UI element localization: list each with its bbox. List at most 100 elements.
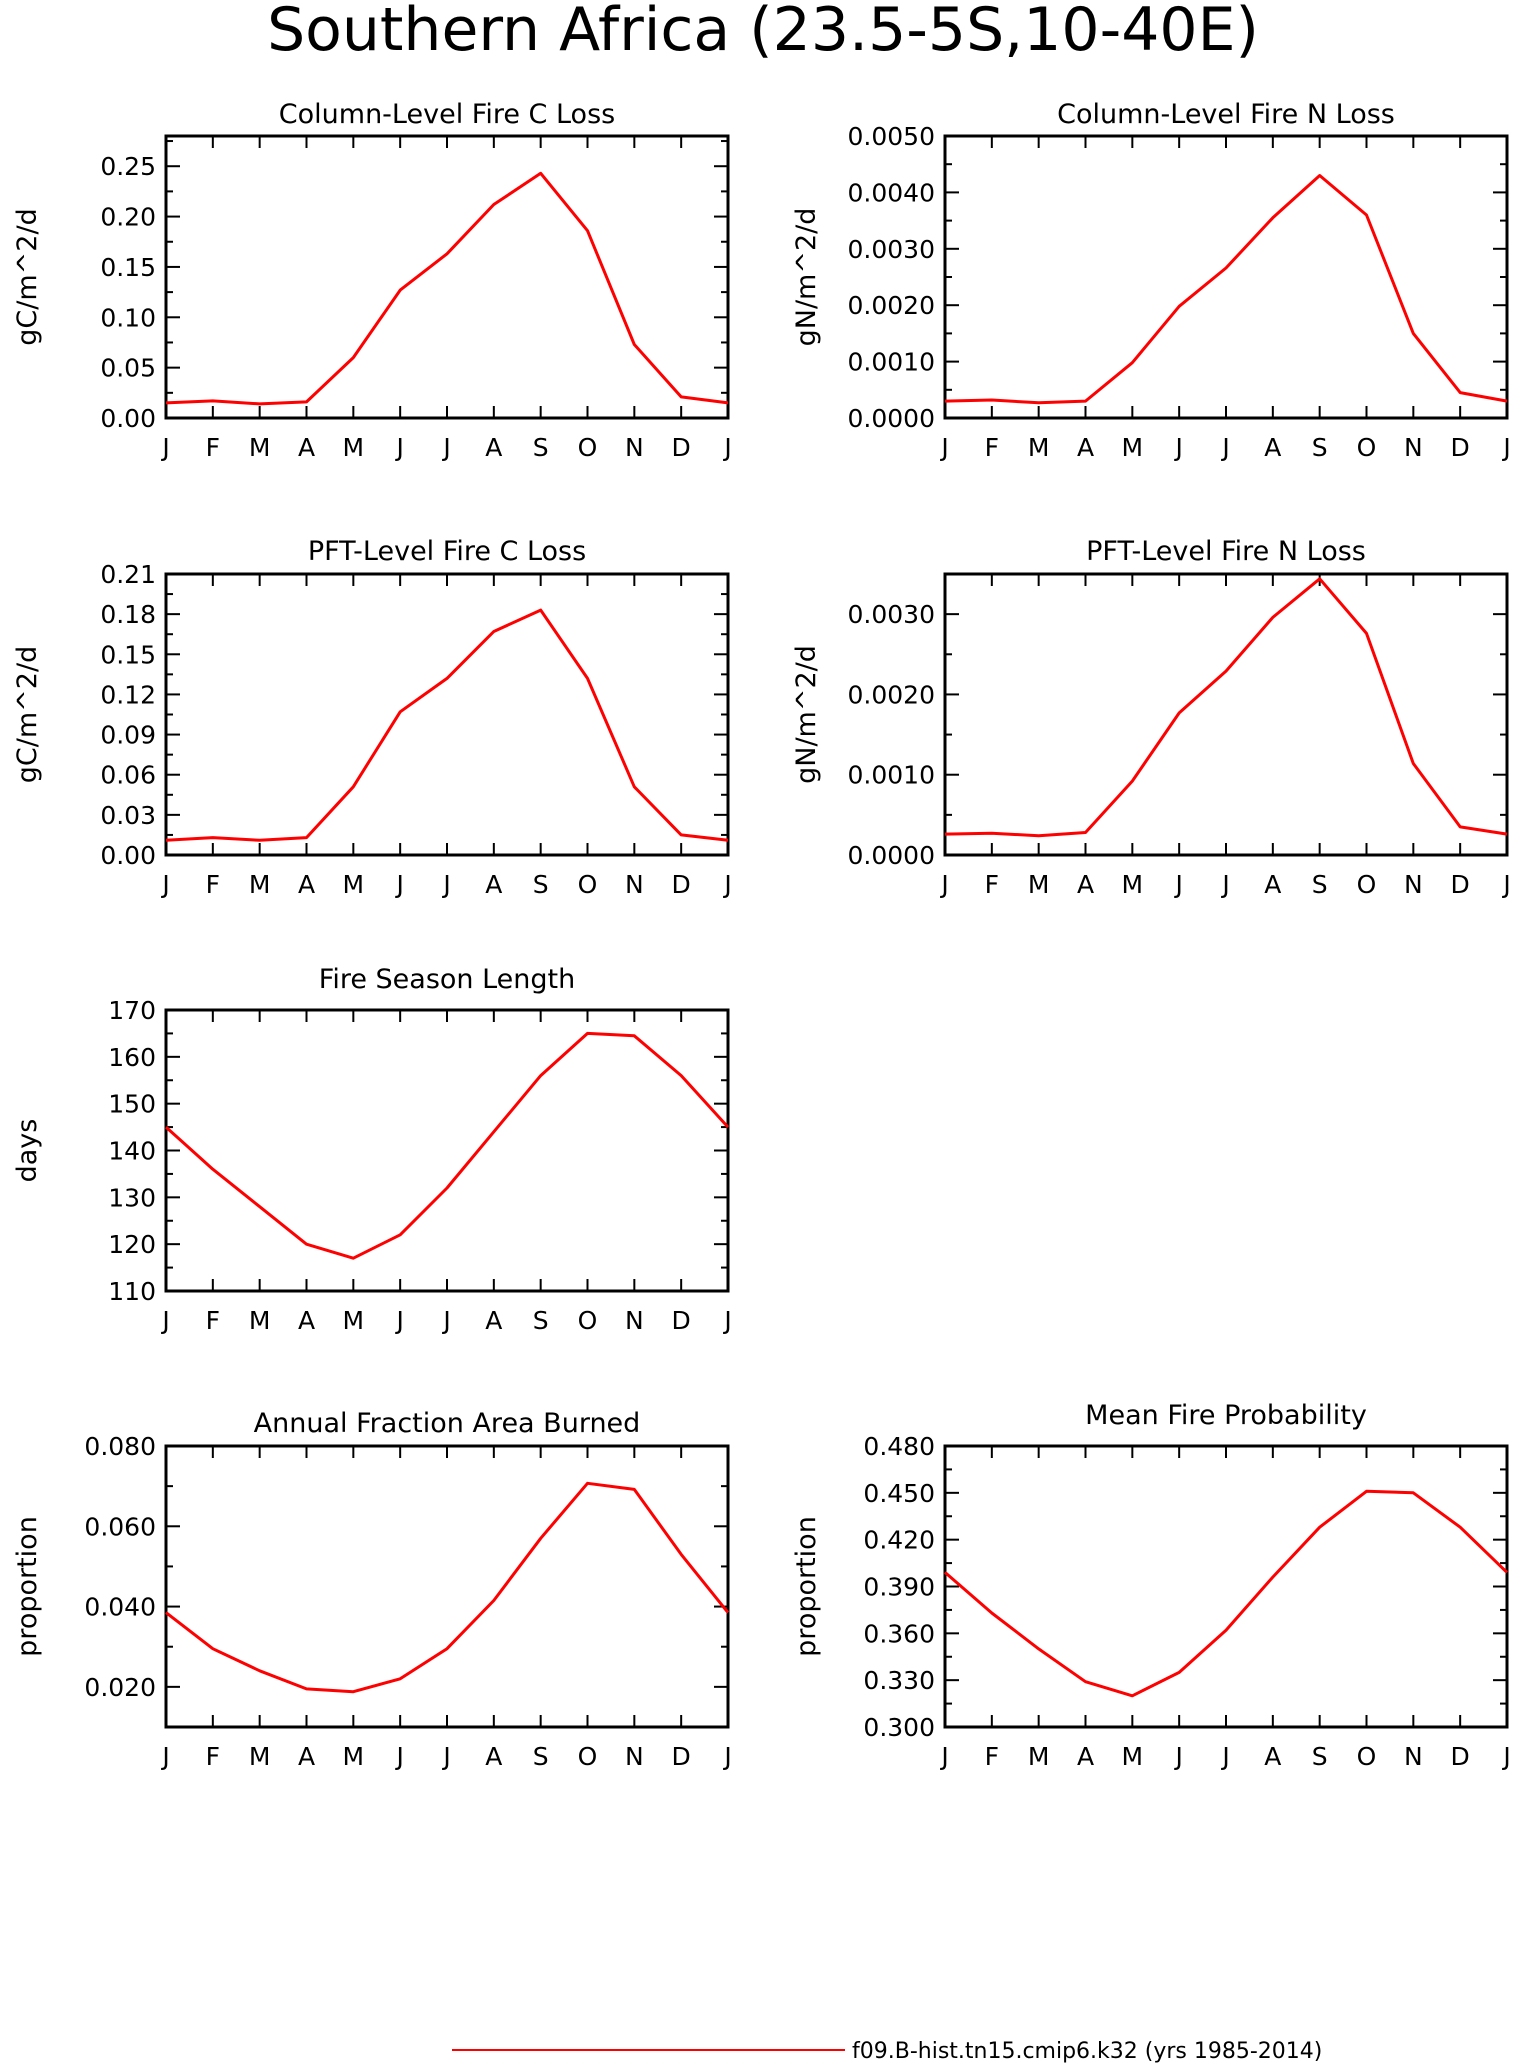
x-tick-label: A	[298, 433, 315, 462]
series-line	[944, 174, 1508, 405]
y-tick-label: 0.0030	[848, 600, 935, 629]
y-axis-label: gN/m^2/d	[791, 645, 822, 784]
x-tick-label: M	[1122, 433, 1144, 462]
y-axis-label: proportion	[791, 1516, 822, 1657]
y-tick-label: 0.0000	[848, 404, 935, 433]
y-tick-label: 0.20	[100, 203, 156, 232]
x-tick-label: J	[1501, 1742, 1510, 1771]
x-tick-label: J	[441, 1306, 450, 1335]
y-tick-label: 0.03	[100, 801, 156, 830]
y-tick-label: 0.0020	[848, 680, 935, 709]
x-tick-label: A	[1264, 433, 1281, 462]
x-tick-label: J	[160, 1742, 169, 1771]
x-tick-label: S	[533, 433, 549, 462]
x-tick-label: D	[1451, 433, 1470, 462]
plot-frame	[164, 1444, 730, 1729]
x-tick-label: F	[206, 1742, 220, 1771]
series-line	[165, 171, 729, 406]
y-tick-label: 0.18	[100, 600, 156, 629]
y-tick-label: 0.12	[100, 680, 156, 709]
series-line	[165, 608, 729, 842]
y-axis-label: gC/m^2/d	[12, 208, 43, 345]
y-axis-label: gC/m^2/d	[12, 646, 43, 783]
x-tick-label: M	[343, 433, 365, 462]
x-tick-label: D	[1451, 870, 1470, 899]
x-tick-label: F	[985, 433, 999, 462]
x-tick-label: J	[160, 1306, 169, 1335]
x-tick-label: J	[394, 1306, 403, 1335]
y-axis-label: gN/m^2/d	[791, 208, 822, 347]
x-tick-label: J	[394, 1742, 403, 1771]
x-tick-label: M	[249, 1742, 271, 1771]
x-tick-label: O	[1357, 870, 1377, 899]
x-tick-label: J	[1220, 870, 1229, 899]
y-tick-label: 170	[108, 996, 156, 1025]
x-tick-label: N	[1404, 433, 1423, 462]
x-tick-label: J	[722, 433, 731, 462]
y-tick-label: 0.15	[100, 253, 156, 282]
series-line	[165, 1481, 730, 1694]
plot-frame	[943, 134, 1509, 420]
plot-frame	[943, 1444, 1509, 1729]
x-tick-label: M	[1028, 1742, 1050, 1771]
x-tick-label: O	[1357, 433, 1377, 462]
y-tick-label: 0.300	[863, 1713, 935, 1742]
x-tick-label: J	[394, 870, 403, 899]
x-tick-label: F	[206, 870, 220, 899]
x-tick-label: A	[485, 1306, 502, 1335]
x-tick-label: J	[1173, 1742, 1182, 1771]
chart-title: PFT-Level Fire C Loss	[308, 536, 586, 567]
y-tick-label: 0.360	[863, 1619, 935, 1648]
x-tick-label: A	[298, 1742, 315, 1771]
x-tick-label: J	[1173, 870, 1182, 899]
y-tick-label: 0.020	[84, 1673, 156, 1702]
x-tick-label: J	[160, 870, 169, 899]
plot-frame	[943, 572, 1509, 857]
y-tick-label: 0.040	[84, 1593, 156, 1622]
x-tick-label: M	[1122, 1742, 1144, 1771]
x-tick-label: S	[1312, 1742, 1328, 1771]
x-tick-label: S	[533, 870, 549, 899]
x-tick-label: F	[206, 1306, 220, 1335]
y-tick-label: 0.00	[100, 841, 156, 870]
x-tick-label: N	[1404, 870, 1423, 899]
x-tick-label: A	[485, 433, 502, 462]
x-tick-label: O	[1357, 1742, 1377, 1771]
chart-title: PFT-Level Fire N Loss	[1086, 536, 1366, 567]
y-tick-label: 0.00	[100, 404, 156, 433]
y-tick-label: 110	[108, 1277, 156, 1306]
plot-frame	[164, 572, 730, 857]
y-tick-label: 0.0020	[848, 291, 935, 320]
x-tick-label: A	[298, 870, 315, 899]
y-tick-label: 0.060	[84, 1512, 156, 1541]
x-tick-label: A	[1264, 870, 1281, 899]
x-tick-label: N	[625, 1742, 644, 1771]
y-tick-label: 0.330	[863, 1666, 935, 1695]
plot-frame	[164, 134, 730, 420]
y-tick-label: 0.480	[863, 1432, 935, 1461]
x-tick-label: D	[672, 433, 691, 462]
x-tick-label: A	[1077, 870, 1094, 899]
y-tick-label: 0.06	[100, 761, 156, 790]
y-tick-label: 130	[108, 1183, 156, 1212]
x-tick-label: N	[625, 1306, 644, 1335]
x-tick-label: M	[249, 870, 271, 899]
chart-title: Mean Fire Probability	[1085, 1400, 1367, 1431]
y-axis-label: proportion	[12, 1516, 43, 1657]
x-tick-label: N	[1404, 1742, 1423, 1771]
x-tick-label: M	[343, 1742, 365, 1771]
y-tick-label: 0.450	[863, 1479, 935, 1508]
x-tick-label: J	[441, 870, 450, 899]
x-tick-label: D	[672, 870, 691, 899]
x-tick-label: J	[441, 433, 450, 462]
y-tick-label: 0.390	[863, 1573, 935, 1602]
y-tick-label: 150	[108, 1090, 156, 1119]
y-axis-label: days	[12, 1119, 43, 1183]
x-tick-label: D	[672, 1742, 691, 1771]
